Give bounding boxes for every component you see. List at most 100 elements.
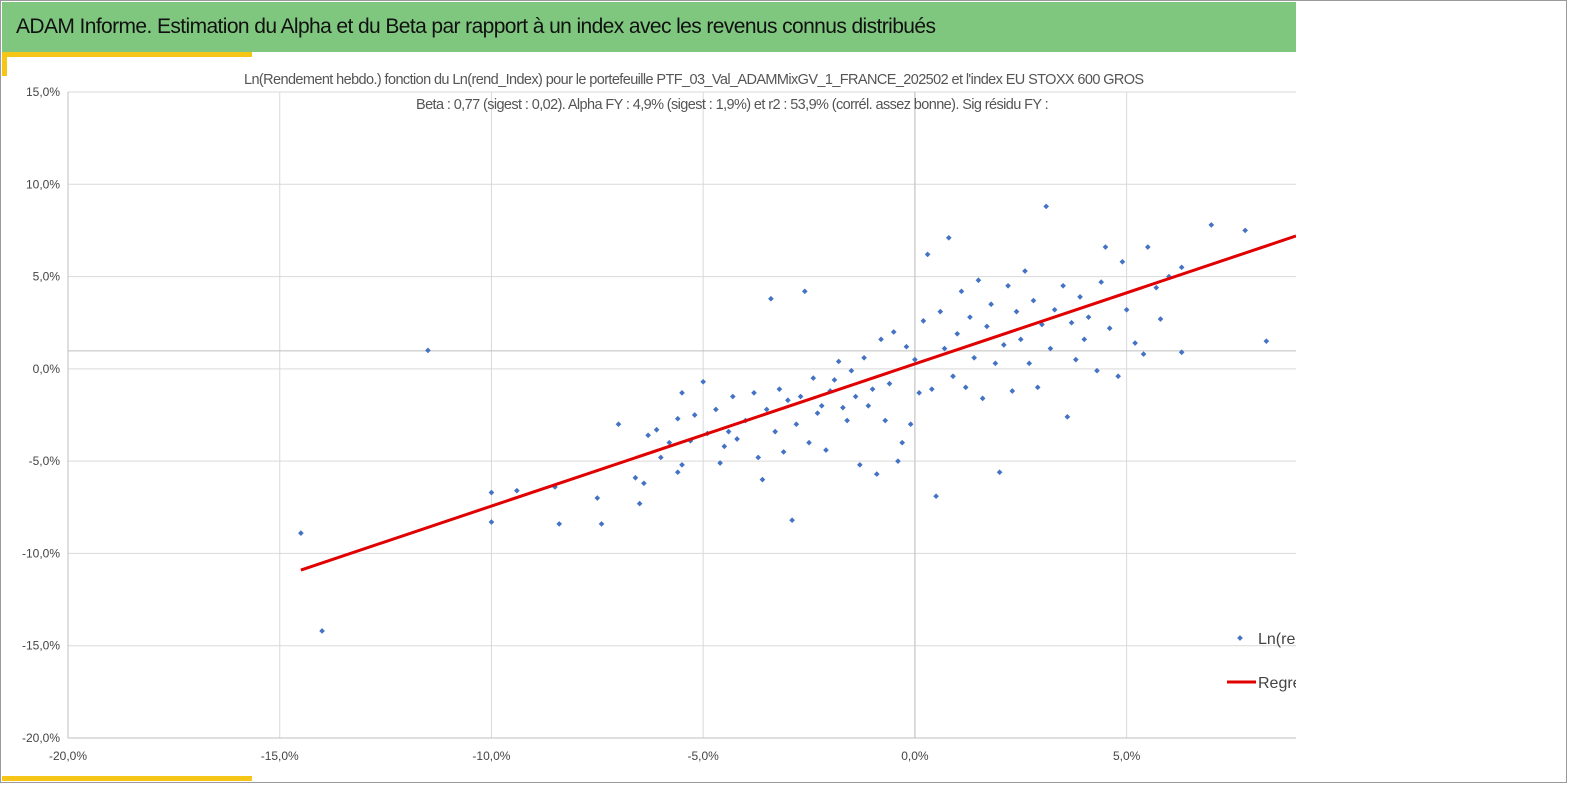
data-point	[1178, 264, 1185, 271]
data-point	[725, 428, 732, 435]
y-tick-label: -10,0%	[22, 546, 60, 560]
data-point	[759, 476, 766, 483]
data-point	[1060, 282, 1066, 289]
x-tick-label: -20,0%	[49, 749, 87, 763]
data-point	[1085, 314, 1092, 321]
x-tick-label: -5,0%	[687, 749, 719, 763]
data-point	[488, 489, 495, 496]
x-tick-label: 0,0%	[901, 749, 929, 763]
chart-subtitle: Beta : 0,77 (sigest : 0,02). Alpha FY : …	[416, 97, 1049, 113]
data-point	[1013, 308, 1020, 315]
data-point	[785, 397, 791, 404]
data-point	[958, 288, 965, 295]
data-point	[1144, 244, 1151, 250]
data-point	[789, 517, 795, 524]
data-point	[1005, 282, 1011, 289]
legend-label-points: Ln(re	[1258, 631, 1295, 648]
data-point	[1043, 203, 1049, 210]
data-point	[835, 358, 842, 365]
data-point	[1102, 244, 1109, 250]
data-point	[924, 251, 931, 258]
data-point	[933, 493, 939, 500]
data-point	[797, 393, 804, 400]
data-point	[645, 432, 651, 439]
y-tick-label: 10,0%	[26, 177, 60, 191]
data-point	[1072, 356, 1079, 363]
data-point	[1242, 227, 1249, 234]
data-point	[962, 384, 969, 391]
data-point	[882, 417, 889, 424]
data-point	[840, 404, 846, 411]
data-point	[657, 454, 664, 461]
data-point	[984, 323, 990, 330]
data-point	[954, 330, 961, 337]
data-point	[615, 421, 622, 428]
data-point	[992, 360, 999, 367]
data-point	[734, 436, 740, 442]
page-title: ADAM Informe. Estimation du Alpha et du …	[16, 15, 936, 38]
data-point	[691, 412, 698, 418]
data-point	[878, 336, 884, 343]
data-point	[916, 390, 922, 396]
x-tick-label: -10,0%	[472, 749, 510, 763]
data-point	[1047, 345, 1054, 352]
data-point	[886, 380, 893, 387]
data-point	[729, 393, 736, 400]
data-point	[772, 428, 778, 435]
data-point	[679, 462, 685, 468]
data-point	[1098, 279, 1105, 285]
data-point	[319, 628, 325, 634]
data-point	[1119, 258, 1126, 265]
legend-marker-points	[1237, 635, 1243, 641]
data-point	[857, 462, 863, 468]
data-point	[873, 471, 880, 477]
y-tick-label: 0,0%	[33, 362, 61, 376]
data-point	[514, 487, 520, 494]
data-point	[598, 521, 605, 527]
data-point	[895, 458, 901, 464]
data-point	[1157, 316, 1164, 322]
data-point	[1106, 325, 1113, 332]
data-point	[975, 277, 982, 284]
chart-title: Ln(Rendement hebdo.) fonction du Ln(rend…	[244, 72, 1144, 88]
data-point	[1068, 319, 1075, 326]
data-point	[679, 390, 685, 396]
data-point	[717, 460, 723, 466]
data-point	[988, 301, 994, 308]
data-point	[979, 395, 986, 402]
data-point	[641, 480, 647, 487]
accent-bar-side	[2, 52, 7, 76]
data-point	[831, 377, 838, 383]
data-point	[1017, 336, 1024, 343]
data-point	[632, 474, 639, 481]
data-point	[1123, 306, 1130, 313]
data-point	[298, 530, 304, 536]
legend-label-regression: Regre	[1258, 675, 1296, 692]
data-point	[912, 356, 918, 363]
chart-area: 15,0% 10,0% 5,0% 0,0% -5,0% -10,0% -15,0% -20,0…	[2, 52, 1296, 778]
data-point	[801, 288, 808, 295]
data-point	[763, 406, 770, 413]
data-point	[674, 415, 681, 422]
data-point	[1026, 360, 1033, 367]
x-tick-label: 5,0%	[1113, 749, 1141, 763]
data-point	[818, 402, 825, 409]
data-point	[1000, 342, 1007, 348]
y-tick-label: 15,0%	[26, 85, 60, 99]
data-point	[556, 521, 563, 527]
data-point	[594, 495, 601, 501]
y-tick-label: -5,0%	[29, 454, 61, 468]
data-point	[920, 318, 927, 324]
data-point	[1077, 294, 1083, 300]
data-point	[806, 439, 812, 446]
data-point	[636, 500, 643, 507]
data-point	[1132, 340, 1138, 346]
data-point	[941, 345, 948, 352]
data-point	[425, 347, 431, 354]
data-point	[793, 421, 800, 428]
data-point	[1208, 222, 1215, 228]
data-point	[865, 402, 872, 409]
accent-bar-bottom	[2, 776, 252, 781]
data-point	[653, 426, 660, 433]
data-point	[907, 421, 914, 428]
